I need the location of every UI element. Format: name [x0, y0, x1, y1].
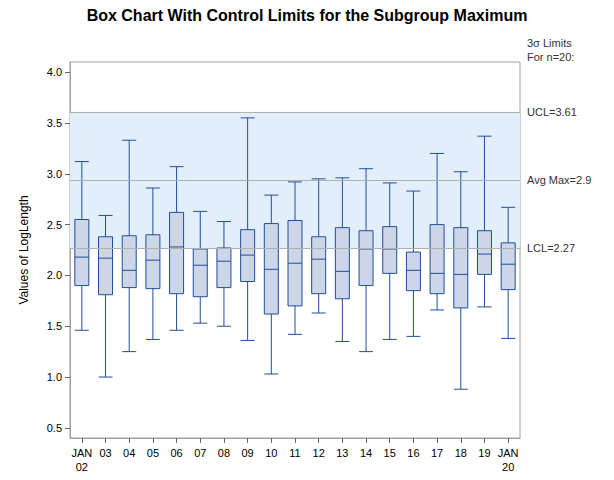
svg-text:3.5: 3.5 — [47, 117, 62, 129]
svg-text:13: 13 — [336, 447, 348, 459]
svg-text:2.0: 2.0 — [47, 269, 62, 281]
svg-text:15: 15 — [384, 447, 396, 459]
svg-text:LCL=2.27: LCL=2.27 — [527, 242, 575, 254]
svg-text:12: 12 — [313, 447, 325, 459]
svg-text:Box Chart With Control Limits: Box Chart With Control Limits for the Su… — [87, 7, 528, 24]
svg-text:For n=20:: For n=20: — [527, 51, 574, 63]
svg-text:1.0: 1.0 — [47, 371, 62, 383]
svg-text:JAN: JAN — [498, 447, 519, 459]
svg-text:04: 04 — [123, 447, 135, 459]
svg-text:4.0: 4.0 — [47, 66, 62, 78]
svg-text:16: 16 — [407, 447, 419, 459]
svg-text:3.0: 3.0 — [47, 168, 62, 180]
svg-text:20: 20 — [502, 461, 514, 473]
svg-text:2.5: 2.5 — [47, 219, 62, 231]
svg-text:11: 11 — [289, 447, 300, 459]
svg-text:07: 07 — [194, 447, 206, 459]
svg-text:10: 10 — [265, 447, 277, 459]
svg-text:3σ Limits: 3σ Limits — [527, 37, 572, 49]
svg-text:02: 02 — [76, 461, 88, 473]
svg-text:14: 14 — [360, 447, 372, 459]
svg-text:08: 08 — [218, 447, 230, 459]
svg-text:1.5: 1.5 — [47, 320, 62, 332]
svg-text:05: 05 — [147, 447, 159, 459]
svg-text:17: 17 — [431, 447, 443, 459]
svg-text:JAN: JAN — [71, 447, 92, 459]
svg-text:09: 09 — [242, 447, 254, 459]
svg-text:18: 18 — [455, 447, 467, 459]
svg-text:19: 19 — [478, 447, 490, 459]
svg-text:UCL=3.61: UCL=3.61 — [527, 106, 577, 118]
svg-text:0.5: 0.5 — [47, 422, 62, 434]
svg-text:Values of LogLength: Values of LogLength — [17, 195, 31, 304]
svg-text:Avg Max=2.9: Avg Max=2.9 — [527, 174, 591, 186]
svg-text:06: 06 — [170, 447, 182, 459]
svg-text:03: 03 — [99, 447, 111, 459]
